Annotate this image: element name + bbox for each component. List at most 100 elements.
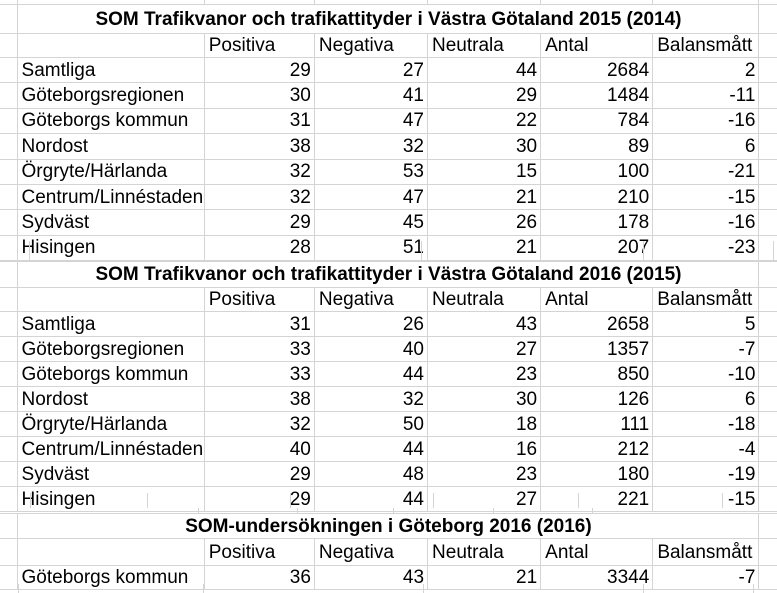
cell-negativa[interactable]: 45 xyxy=(313,209,428,236)
cell-balansmatt[interactable]: -19 xyxy=(652,461,760,487)
cell-positiva[interactable]: 40 xyxy=(203,436,315,462)
cell-negativa[interactable]: 41 xyxy=(313,82,428,109)
cell-balansmatt[interactable]: -18 xyxy=(652,411,760,437)
cell-neutrala[interactable]: 29 xyxy=(426,82,542,109)
cell-empty[interactable] xyxy=(0,133,18,160)
cell-row-label[interactable]: Centrum/Linnéstaden xyxy=(16,436,205,462)
cell-antal[interactable]: 111 xyxy=(540,411,654,437)
cell-empty[interactable] xyxy=(16,287,205,312)
cell-positiva[interactable]: 38 xyxy=(203,133,315,160)
cell-neutrala[interactable]: 26 xyxy=(426,209,542,236)
cell-empty[interactable] xyxy=(0,261,18,288)
cell-neutrala[interactable]: 30 xyxy=(426,386,542,412)
cell-balansmatt[interactable]: -11 xyxy=(652,82,760,109)
cell-negativa[interactable]: 43 xyxy=(313,565,429,590)
cell-neutrala[interactable]: 22 xyxy=(426,107,542,135)
column-header-negativa[interactable]: Negativa xyxy=(313,538,429,566)
cell-empty[interactable] xyxy=(0,411,18,437)
cell-positiva[interactable]: 32 xyxy=(203,158,315,185)
cell-empty[interactable] xyxy=(758,513,777,539)
cell-positiva[interactable]: 30 xyxy=(203,82,315,109)
cell-antal[interactable]: 89 xyxy=(540,133,654,160)
cell-antal[interactable]: 1357 xyxy=(540,336,654,362)
table-title[interactable]: SOM-undersökningen i Göteborg 2016 (2016… xyxy=(16,513,760,539)
column-header-positiva[interactable]: Positiva xyxy=(203,287,315,312)
cell-positiva[interactable]: 32 xyxy=(203,183,315,211)
cell-empty[interactable] xyxy=(758,56,777,84)
column-header-antal[interactable]: Antal xyxy=(540,33,654,58)
cell-empty[interactable] xyxy=(0,287,18,312)
column-header-antal[interactable]: Antal xyxy=(540,287,654,312)
column-header-negativa[interactable]: Negativa xyxy=(313,33,428,58)
column-header-positiva[interactable]: Positiva xyxy=(203,538,315,566)
table-title[interactable]: SOM Trafikvanor och trafikattityder i Vä… xyxy=(16,4,760,34)
cell-neutrala[interactable]: 21 xyxy=(426,234,542,262)
cell-neutrala[interactable]: 44 xyxy=(426,56,542,84)
cell-negativa[interactable]: 44 xyxy=(313,436,428,462)
cell-antal[interactable]: 784 xyxy=(540,107,654,135)
cell-empty[interactable] xyxy=(758,261,777,288)
cell-empty[interactable] xyxy=(0,107,18,135)
cell-empty[interactable] xyxy=(758,33,777,58)
column-header-balansmatt[interactable]: Balansmått xyxy=(652,287,760,312)
cell-antal[interactable]: 207 xyxy=(540,234,654,262)
cell-positiva[interactable]: 32 xyxy=(203,411,315,437)
cell-empty[interactable] xyxy=(758,133,777,160)
cell-balansmatt[interactable]: -4 xyxy=(652,436,760,462)
cell-empty[interactable] xyxy=(0,336,18,362)
column-header-balansmatt[interactable]: Balansmått xyxy=(652,538,760,566)
cell-empty[interactable] xyxy=(758,82,777,109)
cell-positiva[interactable]: 29 xyxy=(203,56,315,84)
cell-negativa[interactable]: 32 xyxy=(313,133,428,160)
cell-antal[interactable]: 100 xyxy=(540,158,654,185)
cell-neutrala[interactable]: 15 xyxy=(426,158,542,185)
cell-empty[interactable] xyxy=(0,386,18,412)
cell-antal[interactable]: 221 xyxy=(540,486,654,512)
cell-antal[interactable]: 126 xyxy=(540,386,654,412)
cell-negativa[interactable]: 47 xyxy=(313,107,428,135)
cell-negativa[interactable]: 44 xyxy=(313,361,428,387)
cell-empty[interactable] xyxy=(758,336,777,362)
cell-antal[interactable]: 212 xyxy=(540,436,654,462)
cell-balansmatt[interactable]: -10 xyxy=(652,361,760,387)
cell-empty[interactable] xyxy=(758,107,777,135)
cell-row-label[interactable]: Hisingen xyxy=(16,234,205,262)
cell-empty[interactable] xyxy=(758,538,777,566)
cell-negativa[interactable]: 44 xyxy=(313,486,428,512)
cell-neutrala[interactable]: 16 xyxy=(426,436,542,462)
cell-positiva[interactable]: 36 xyxy=(203,565,315,590)
cell-positiva[interactable]: 33 xyxy=(203,361,315,387)
cell-empty[interactable] xyxy=(758,183,777,211)
cell-neutrala[interactable]: 23 xyxy=(426,461,542,487)
cell-balansmatt[interactable]: -16 xyxy=(652,209,760,236)
cell-empty[interactable] xyxy=(758,486,777,512)
cell-row-label[interactable]: Sydväst xyxy=(16,209,205,236)
cell-empty[interactable] xyxy=(0,82,18,109)
cell-empty[interactable] xyxy=(758,436,777,462)
cell-row-label[interactable]: Centrum/Linnéstaden xyxy=(16,183,205,211)
cell-empty[interactable] xyxy=(0,158,18,185)
cell-empty[interactable] xyxy=(0,4,18,34)
cell-empty[interactable] xyxy=(758,461,777,487)
cell-antal[interactable]: 2684 xyxy=(540,56,654,84)
cell-neutrala[interactable]: 43 xyxy=(426,311,542,337)
column-header-antal[interactable]: Antal xyxy=(540,538,654,566)
cell-antal[interactable]: 850 xyxy=(540,361,654,387)
cell-negativa[interactable]: 27 xyxy=(313,56,428,84)
column-header-neutrala[interactable]: Neutrala xyxy=(427,538,542,566)
cell-balansmatt[interactable]: -7 xyxy=(652,565,760,590)
cell-negativa[interactable]: 50 xyxy=(313,411,428,437)
cell-row-label[interactable]: Örgryte/Härlanda xyxy=(16,158,205,185)
cell-positiva[interactable]: 28 xyxy=(203,234,315,262)
cell-empty[interactable] xyxy=(758,311,777,337)
cell-negativa[interactable]: 40 xyxy=(313,336,428,362)
column-header-balansmatt[interactable]: Balansmått xyxy=(652,33,760,58)
cell-empty[interactable] xyxy=(758,287,777,312)
cell-neutrala[interactable]: 23 xyxy=(426,361,542,387)
cell-balansmatt[interactable]: -23 xyxy=(652,234,760,262)
cell-empty[interactable] xyxy=(16,33,205,58)
cell-row-label[interactable]: Hisingen xyxy=(16,486,205,512)
cell-balansmatt[interactable]: -15 xyxy=(652,183,760,211)
cell-neutrala[interactable]: 21 xyxy=(427,565,542,590)
cell-antal[interactable]: 210 xyxy=(540,183,654,211)
